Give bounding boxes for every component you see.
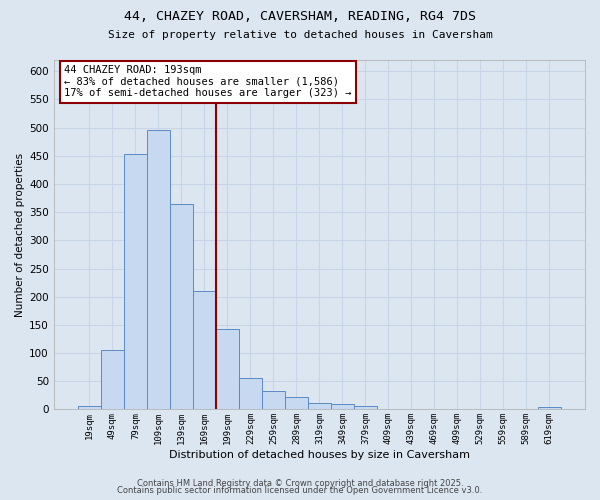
Bar — [193, 291, 216, 410]
Bar — [285, 397, 308, 409]
Bar — [78, 406, 101, 409]
Bar — [147, 130, 170, 409]
Text: Contains HM Land Registry data © Crown copyright and database right 2025.: Contains HM Land Registry data © Crown c… — [137, 478, 463, 488]
X-axis label: Distribution of detached houses by size in Caversham: Distribution of detached houses by size … — [169, 450, 470, 460]
Bar — [538, 407, 561, 410]
Bar — [331, 404, 354, 409]
Text: 44, CHAZEY ROAD, CAVERSHAM, READING, RG4 7DS: 44, CHAZEY ROAD, CAVERSHAM, READING, RG4… — [124, 10, 476, 23]
Bar — [354, 406, 377, 409]
Bar — [216, 329, 239, 409]
Bar — [239, 378, 262, 410]
Bar — [308, 402, 331, 409]
Text: Size of property relative to detached houses in Caversham: Size of property relative to detached ho… — [107, 30, 493, 40]
Bar — [262, 391, 285, 409]
Bar — [124, 154, 147, 409]
Bar — [170, 204, 193, 410]
Text: Contains public sector information licensed under the Open Government Licence v3: Contains public sector information licen… — [118, 486, 482, 495]
Text: 44 CHAZEY ROAD: 193sqm
← 83% of detached houses are smaller (1,586)
17% of semi-: 44 CHAZEY ROAD: 193sqm ← 83% of detached… — [64, 65, 352, 98]
Bar — [101, 350, 124, 410]
Y-axis label: Number of detached properties: Number of detached properties — [15, 152, 25, 317]
